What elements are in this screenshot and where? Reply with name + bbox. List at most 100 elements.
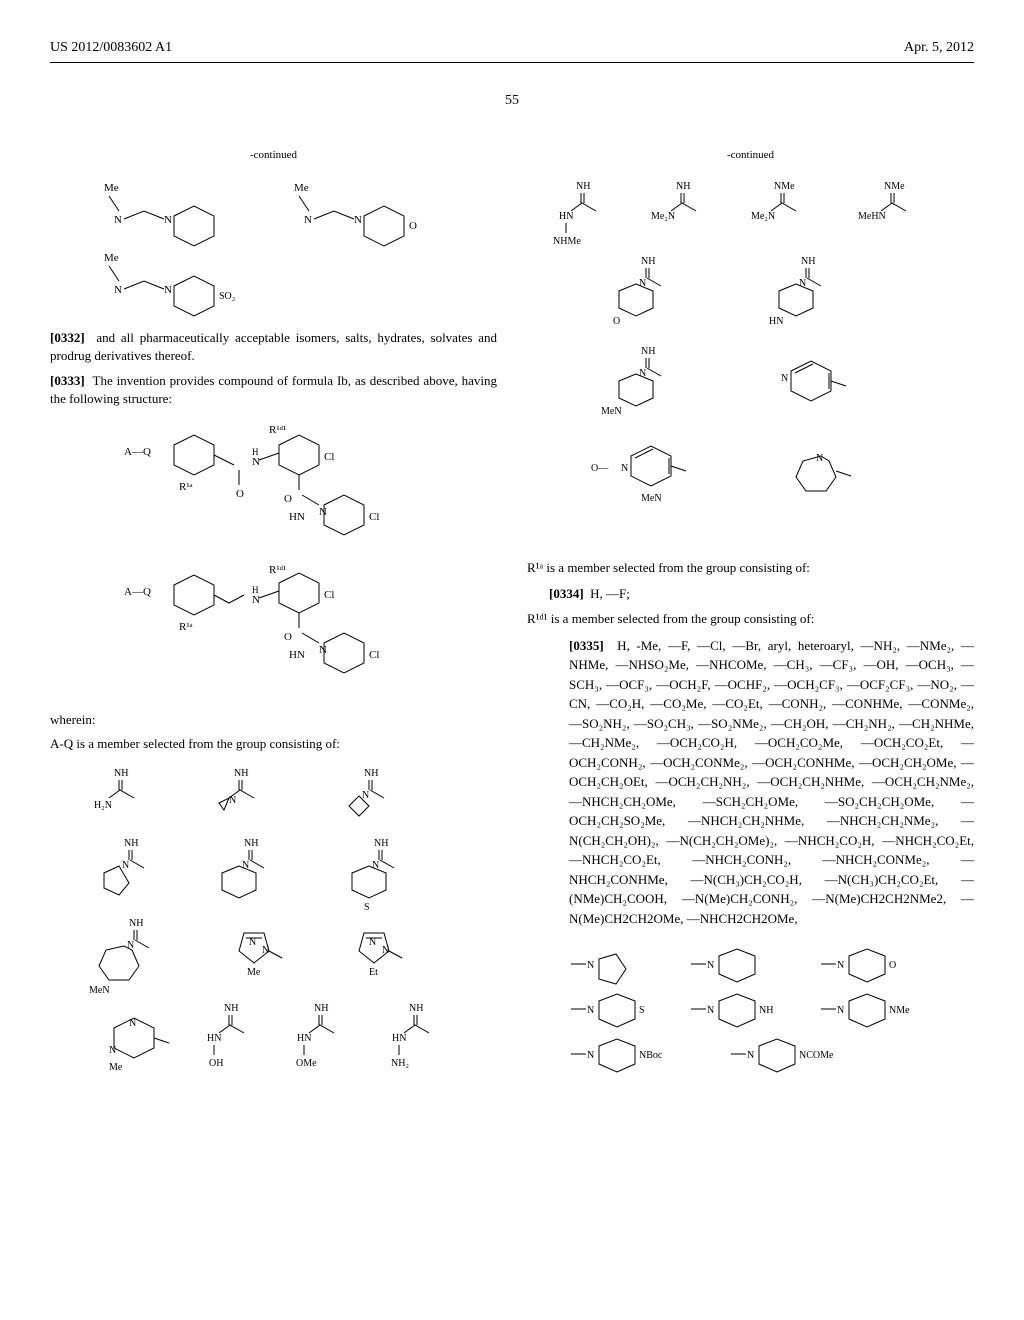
svg-text:S: S bbox=[639, 1005, 645, 1016]
svg-text:O: O bbox=[236, 488, 244, 500]
r1d1-label: R¹ᵈ¹ is a member selected from the group… bbox=[527, 610, 974, 628]
svg-text:N: N bbox=[319, 506, 327, 518]
svg-text:O: O bbox=[889, 960, 896, 971]
svg-text:N: N bbox=[837, 1005, 844, 1016]
para-num-0332: [0332] bbox=[50, 330, 85, 345]
svg-text:O—: O— bbox=[591, 463, 609, 474]
svg-text:N: N bbox=[621, 463, 628, 474]
svg-text:O: O bbox=[284, 493, 292, 505]
svg-text:N: N bbox=[262, 945, 269, 956]
page-number: 55 bbox=[50, 93, 974, 109]
svg-text:NH: NH bbox=[124, 838, 138, 849]
right-column: -continued NH HN NHMe NH Me₂N bbox=[527, 149, 974, 1134]
svg-text:N: N bbox=[129, 1018, 136, 1029]
aq-member-text: A-Q is a member selected from the group … bbox=[50, 735, 497, 753]
svg-text:Cl: Cl bbox=[369, 511, 379, 523]
svg-text:N: N bbox=[747, 1050, 754, 1061]
svg-text:NH: NH bbox=[224, 1003, 238, 1014]
svg-text:Cl: Cl bbox=[369, 649, 379, 661]
paragraph-0335: [0335] H, -Me, —F, —Cl, —Br, aryl, heter… bbox=[527, 636, 974, 929]
svg-text:N: N bbox=[252, 456, 260, 468]
svg-text:O: O bbox=[613, 316, 620, 327]
svg-text:R¹ᵈ¹: R¹ᵈ¹ bbox=[269, 564, 286, 576]
svg-text:N: N bbox=[114, 214, 122, 226]
svg-text:Me: Me bbox=[104, 182, 119, 194]
svg-text:Me₂N: Me₂N bbox=[651, 211, 675, 222]
svg-text:NMe: NMe bbox=[884, 181, 905, 192]
chem-structure-right-top: NH HN NHMe NH Me₂N NMe Me₂N bbox=[541, 171, 961, 551]
svg-text:NCOMe: NCOMe bbox=[799, 1050, 834, 1061]
svg-text:R¹ᵃ: R¹ᵃ bbox=[179, 621, 193, 633]
continued-label-left: -continued bbox=[50, 149, 497, 161]
header-rule bbox=[50, 62, 974, 63]
svg-text:N: N bbox=[164, 214, 172, 226]
svg-text:NH: NH bbox=[409, 1003, 423, 1014]
para-num-0334: [0334] bbox=[549, 586, 584, 601]
chem-structure-left-top: Me N N Me N N O bbox=[84, 171, 464, 321]
svg-text:NH: NH bbox=[576, 181, 590, 192]
svg-text:N: N bbox=[109, 1045, 116, 1056]
svg-text:NH: NH bbox=[801, 256, 815, 267]
svg-text:HN: HN bbox=[392, 1033, 406, 1044]
svg-text:NH: NH bbox=[314, 1003, 328, 1014]
svg-text:MeN: MeN bbox=[601, 406, 622, 417]
svg-text:H₂N: H₂N bbox=[94, 800, 112, 811]
svg-text:NH: NH bbox=[641, 256, 655, 267]
chem-structure-aq-groups: NH H₂N NH N NH N bbox=[74, 758, 474, 1128]
paragraph-0332: [0332] and all pharmaceutically acceptab… bbox=[50, 329, 497, 364]
svg-text:N: N bbox=[587, 960, 594, 971]
svg-text:N: N bbox=[587, 1050, 594, 1061]
svg-text:NH: NH bbox=[129, 918, 143, 929]
svg-text:Me₂N: Me₂N bbox=[751, 211, 775, 222]
svg-text:NMe: NMe bbox=[889, 1005, 910, 1016]
svg-text:HN: HN bbox=[769, 316, 783, 327]
svg-text:N: N bbox=[304, 214, 312, 226]
svg-text:N: N bbox=[319, 644, 327, 656]
svg-text:HN: HN bbox=[207, 1033, 221, 1044]
paragraph-0334: [0334] H, —F; bbox=[527, 585, 974, 603]
para-text-0333: The invention provides compound of formu… bbox=[50, 373, 497, 406]
svg-text:R¹ᵃ: R¹ᵃ bbox=[179, 481, 193, 493]
svg-text:N: N bbox=[229, 795, 236, 806]
svg-text:NH: NH bbox=[234, 768, 248, 779]
svg-text:NH: NH bbox=[364, 768, 378, 779]
svg-text:S: S bbox=[364, 902, 370, 913]
svg-text:HN: HN bbox=[297, 1033, 311, 1044]
chem-structure-right-bottom-rings: N N N O N bbox=[551, 934, 951, 1084]
paragraph-0333: [0333] The invention provides compound o… bbox=[50, 372, 497, 407]
svg-text:N: N bbox=[249, 937, 256, 948]
svg-text:NH: NH bbox=[676, 181, 690, 192]
svg-text:N: N bbox=[114, 284, 122, 296]
svg-text:O: O bbox=[409, 220, 417, 232]
para-text-0332: and all pharmaceutically acceptable isom… bbox=[50, 330, 497, 363]
svg-text:N: N bbox=[122, 860, 129, 871]
svg-text:R¹ᵈ¹: R¹ᵈ¹ bbox=[269, 424, 286, 436]
svg-text:N: N bbox=[382, 945, 389, 956]
svg-text:Cl: Cl bbox=[324, 589, 334, 601]
para-text-0334: H, —F; bbox=[590, 586, 630, 601]
svg-text:Me: Me bbox=[109, 1062, 123, 1073]
svg-text:NBoc: NBoc bbox=[639, 1050, 663, 1061]
svg-text:N: N bbox=[816, 453, 823, 464]
svg-text:HN: HN bbox=[559, 211, 573, 222]
svg-text:Me: Me bbox=[247, 967, 261, 978]
svg-text:NH: NH bbox=[759, 1005, 773, 1016]
left-column: -continued Me N N Me N bbox=[50, 149, 497, 1134]
svg-text:MeHN: MeHN bbox=[858, 211, 886, 222]
svg-text:A—Q: A—Q bbox=[124, 586, 151, 598]
svg-text:Cl: Cl bbox=[324, 451, 334, 463]
publication-number: US 2012/0083602 A1 bbox=[50, 40, 172, 56]
svg-text:HN: HN bbox=[289, 649, 305, 661]
svg-text:N: N bbox=[707, 960, 714, 971]
publication-date: Apr. 5, 2012 bbox=[904, 40, 974, 56]
svg-text:Me: Me bbox=[104, 252, 119, 264]
svg-text:N: N bbox=[164, 284, 172, 296]
para-num-0333: [0333] bbox=[50, 373, 85, 388]
svg-text:NH: NH bbox=[114, 768, 128, 779]
svg-text:NH: NH bbox=[374, 838, 388, 849]
svg-text:N: N bbox=[781, 373, 788, 384]
svg-text:NH: NH bbox=[244, 838, 258, 849]
svg-text:MeN: MeN bbox=[89, 985, 110, 996]
svg-text:Et: Et bbox=[369, 967, 378, 978]
svg-text:O: O bbox=[284, 631, 292, 643]
